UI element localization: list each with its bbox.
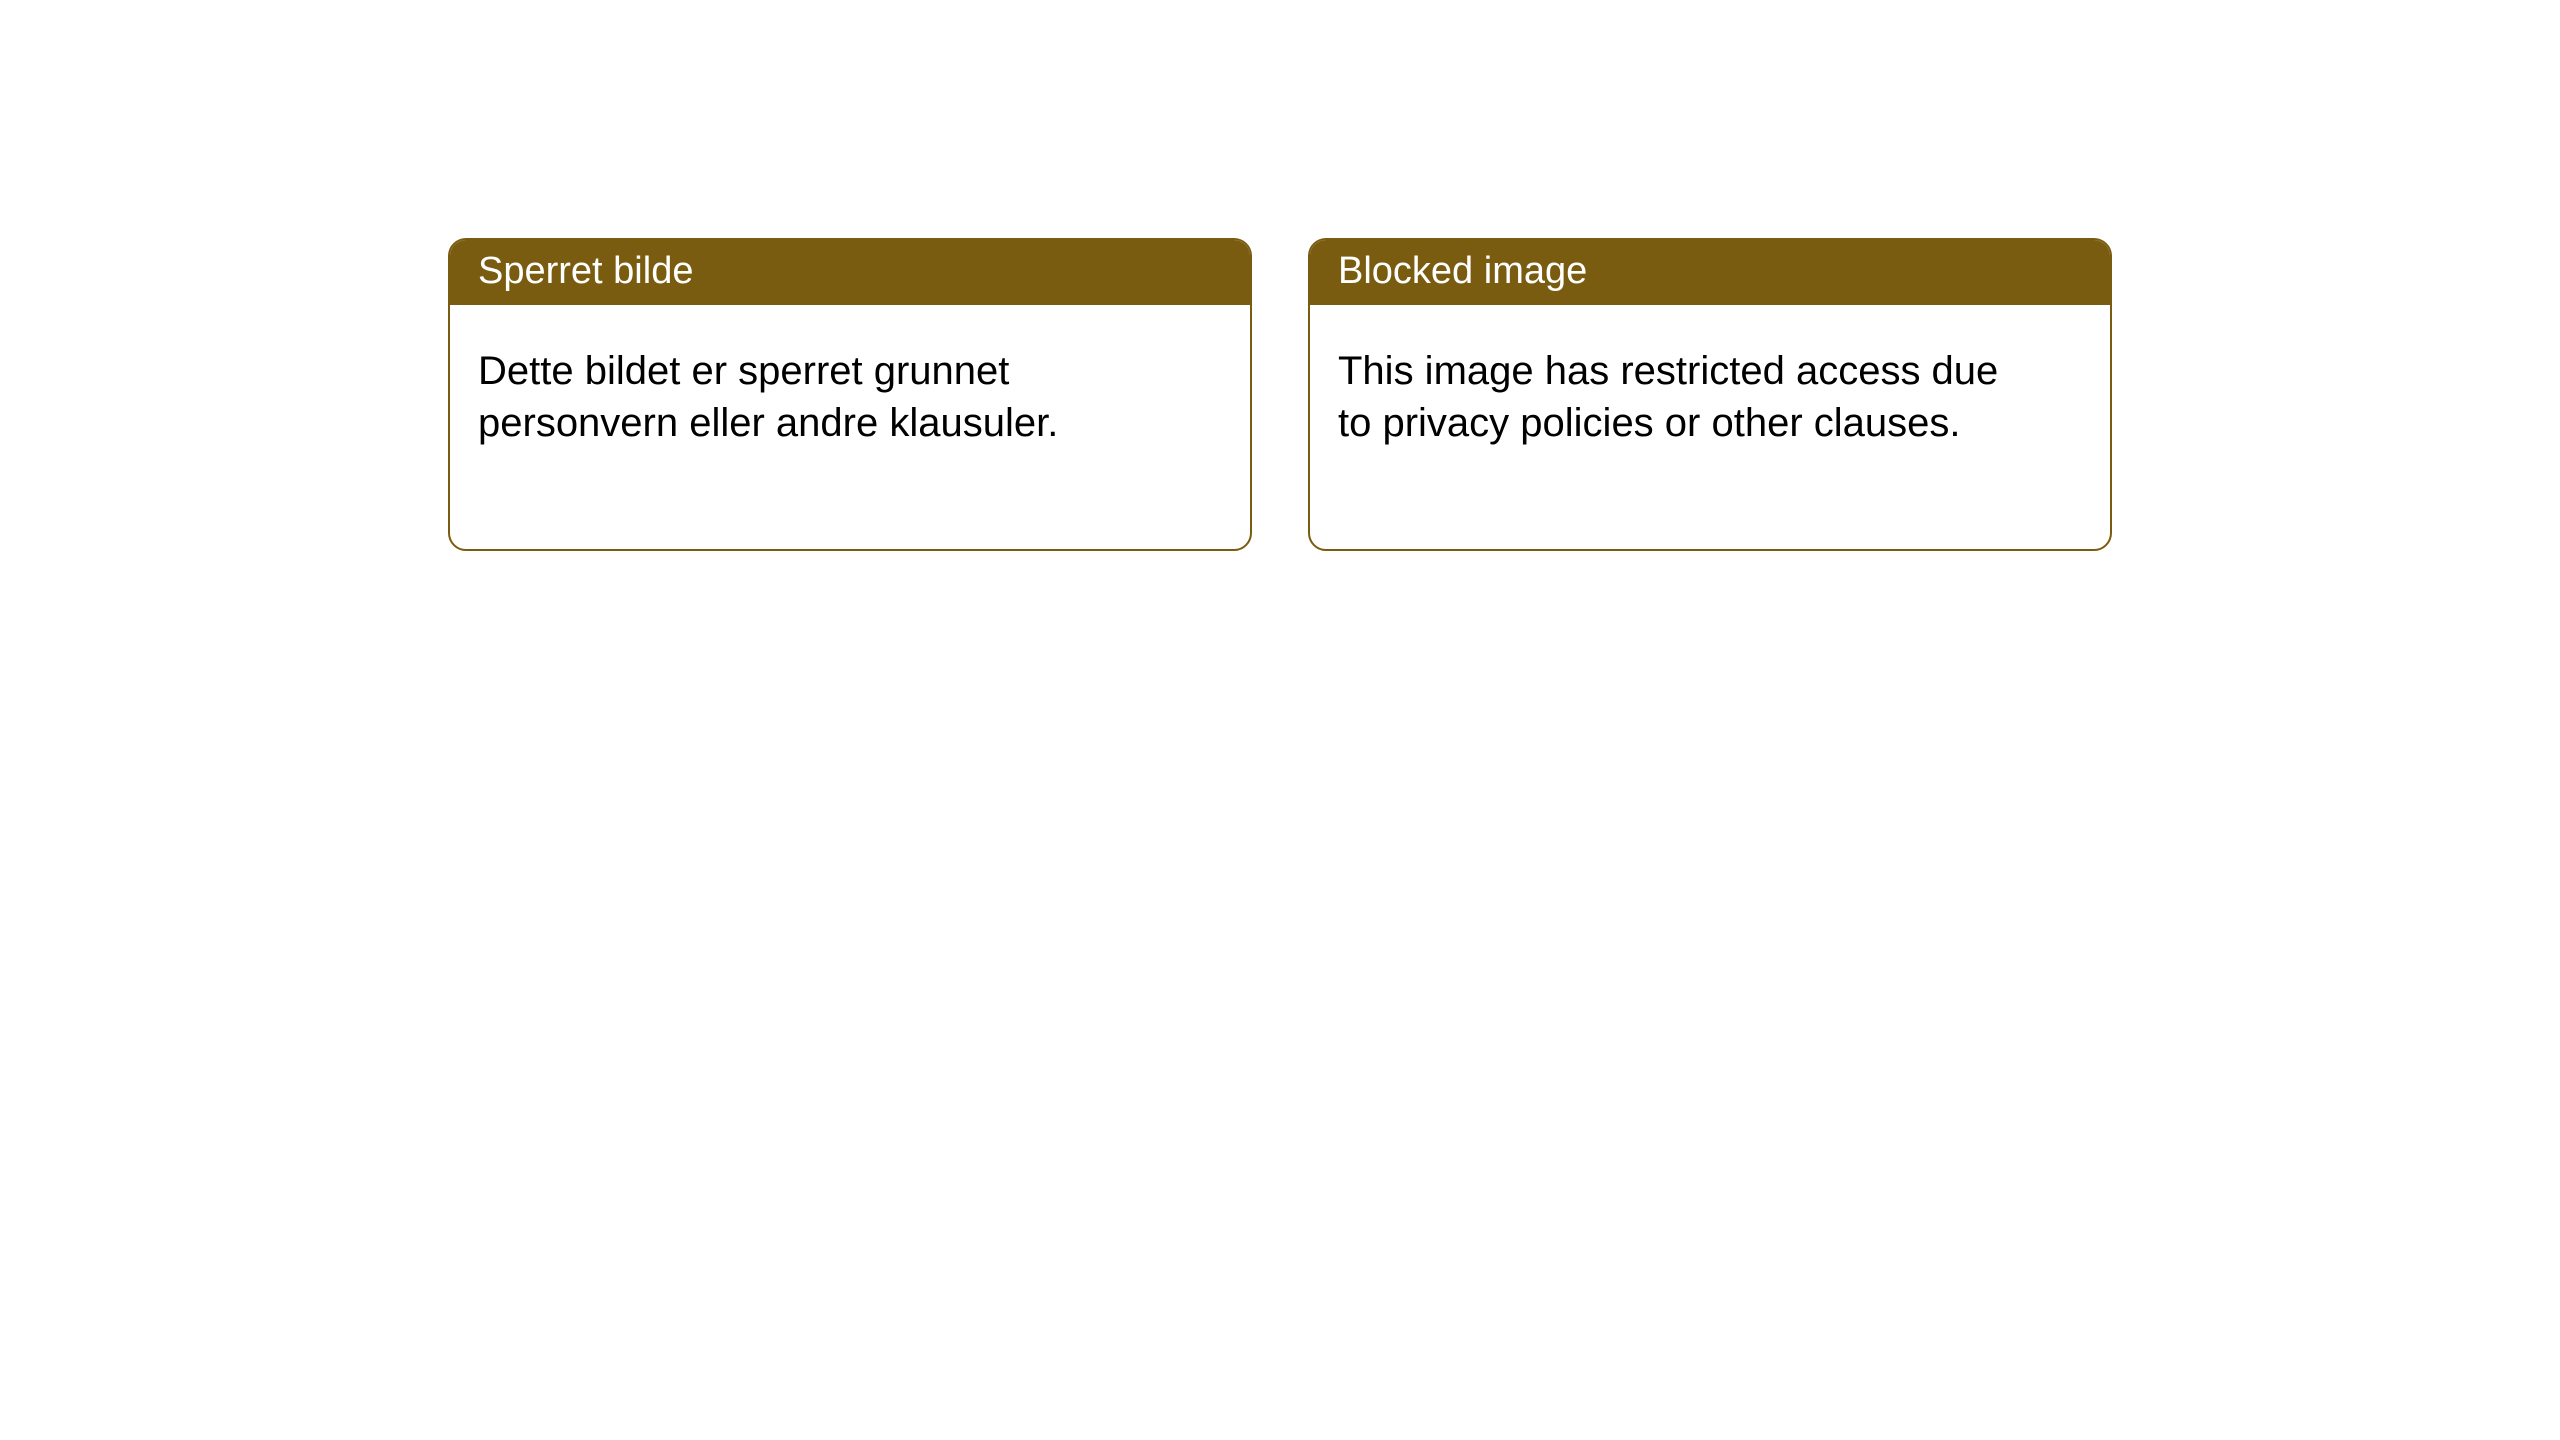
notice-card-english: Blocked image This image has restricted … bbox=[1308, 238, 2112, 551]
notice-header: Blocked image bbox=[1310, 240, 2110, 305]
notice-container: Sperret bilde Dette bildet er sperret gr… bbox=[0, 0, 2560, 551]
notice-body: This image has restricted access due to … bbox=[1310, 305, 2030, 549]
notice-card-norwegian: Sperret bilde Dette bildet er sperret gr… bbox=[448, 238, 1252, 551]
notice-header: Sperret bilde bbox=[450, 240, 1250, 305]
notice-body: Dette bildet er sperret grunnet personve… bbox=[450, 305, 1170, 549]
